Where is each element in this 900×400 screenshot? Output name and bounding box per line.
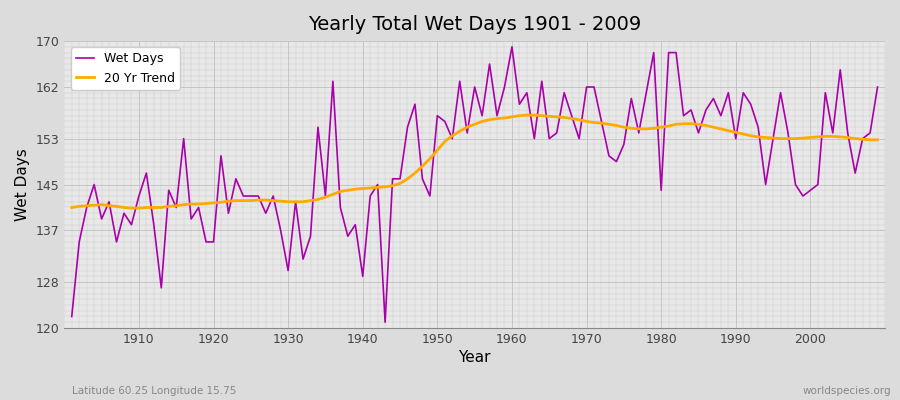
X-axis label: Year: Year — [458, 350, 491, 365]
Legend: Wet Days, 20 Yr Trend: Wet Days, 20 Yr Trend — [70, 47, 180, 90]
20 Yr Trend — [514, 113, 525, 118]
Wet Days — [514, 102, 525, 107]
Wet Days — [67, 314, 77, 319]
Text: worldspecies.org: worldspecies.org — [803, 386, 891, 396]
Wet Days — [126, 222, 137, 227]
Wet Days — [611, 159, 622, 164]
Wet Days — [335, 205, 346, 210]
Wet Days — [507, 44, 517, 49]
Line: Wet Days: Wet Days — [72, 47, 878, 322]
20 Yr Trend — [133, 206, 144, 210]
Wet Days — [872, 85, 883, 90]
20 Yr Trend — [872, 137, 883, 142]
Wet Days — [380, 320, 391, 325]
Title: Yearly Total Wet Days 1901 - 2009: Yearly Total Wet Days 1901 - 2009 — [308, 15, 642, 34]
20 Yr Trend — [611, 123, 622, 128]
Line: 20 Yr Trend: 20 Yr Trend — [72, 115, 878, 208]
20 Yr Trend — [342, 188, 353, 193]
20 Yr Trend — [126, 206, 137, 210]
20 Yr Trend — [521, 113, 532, 118]
Y-axis label: Wet Days: Wet Days — [15, 148, 30, 221]
Text: Latitude 60.25 Longitude 15.75: Latitude 60.25 Longitude 15.75 — [72, 386, 237, 396]
20 Yr Trend — [67, 205, 77, 210]
Wet Days — [290, 199, 301, 204]
Wet Days — [521, 90, 532, 95]
20 Yr Trend — [298, 199, 309, 204]
20 Yr Trend — [507, 114, 517, 119]
